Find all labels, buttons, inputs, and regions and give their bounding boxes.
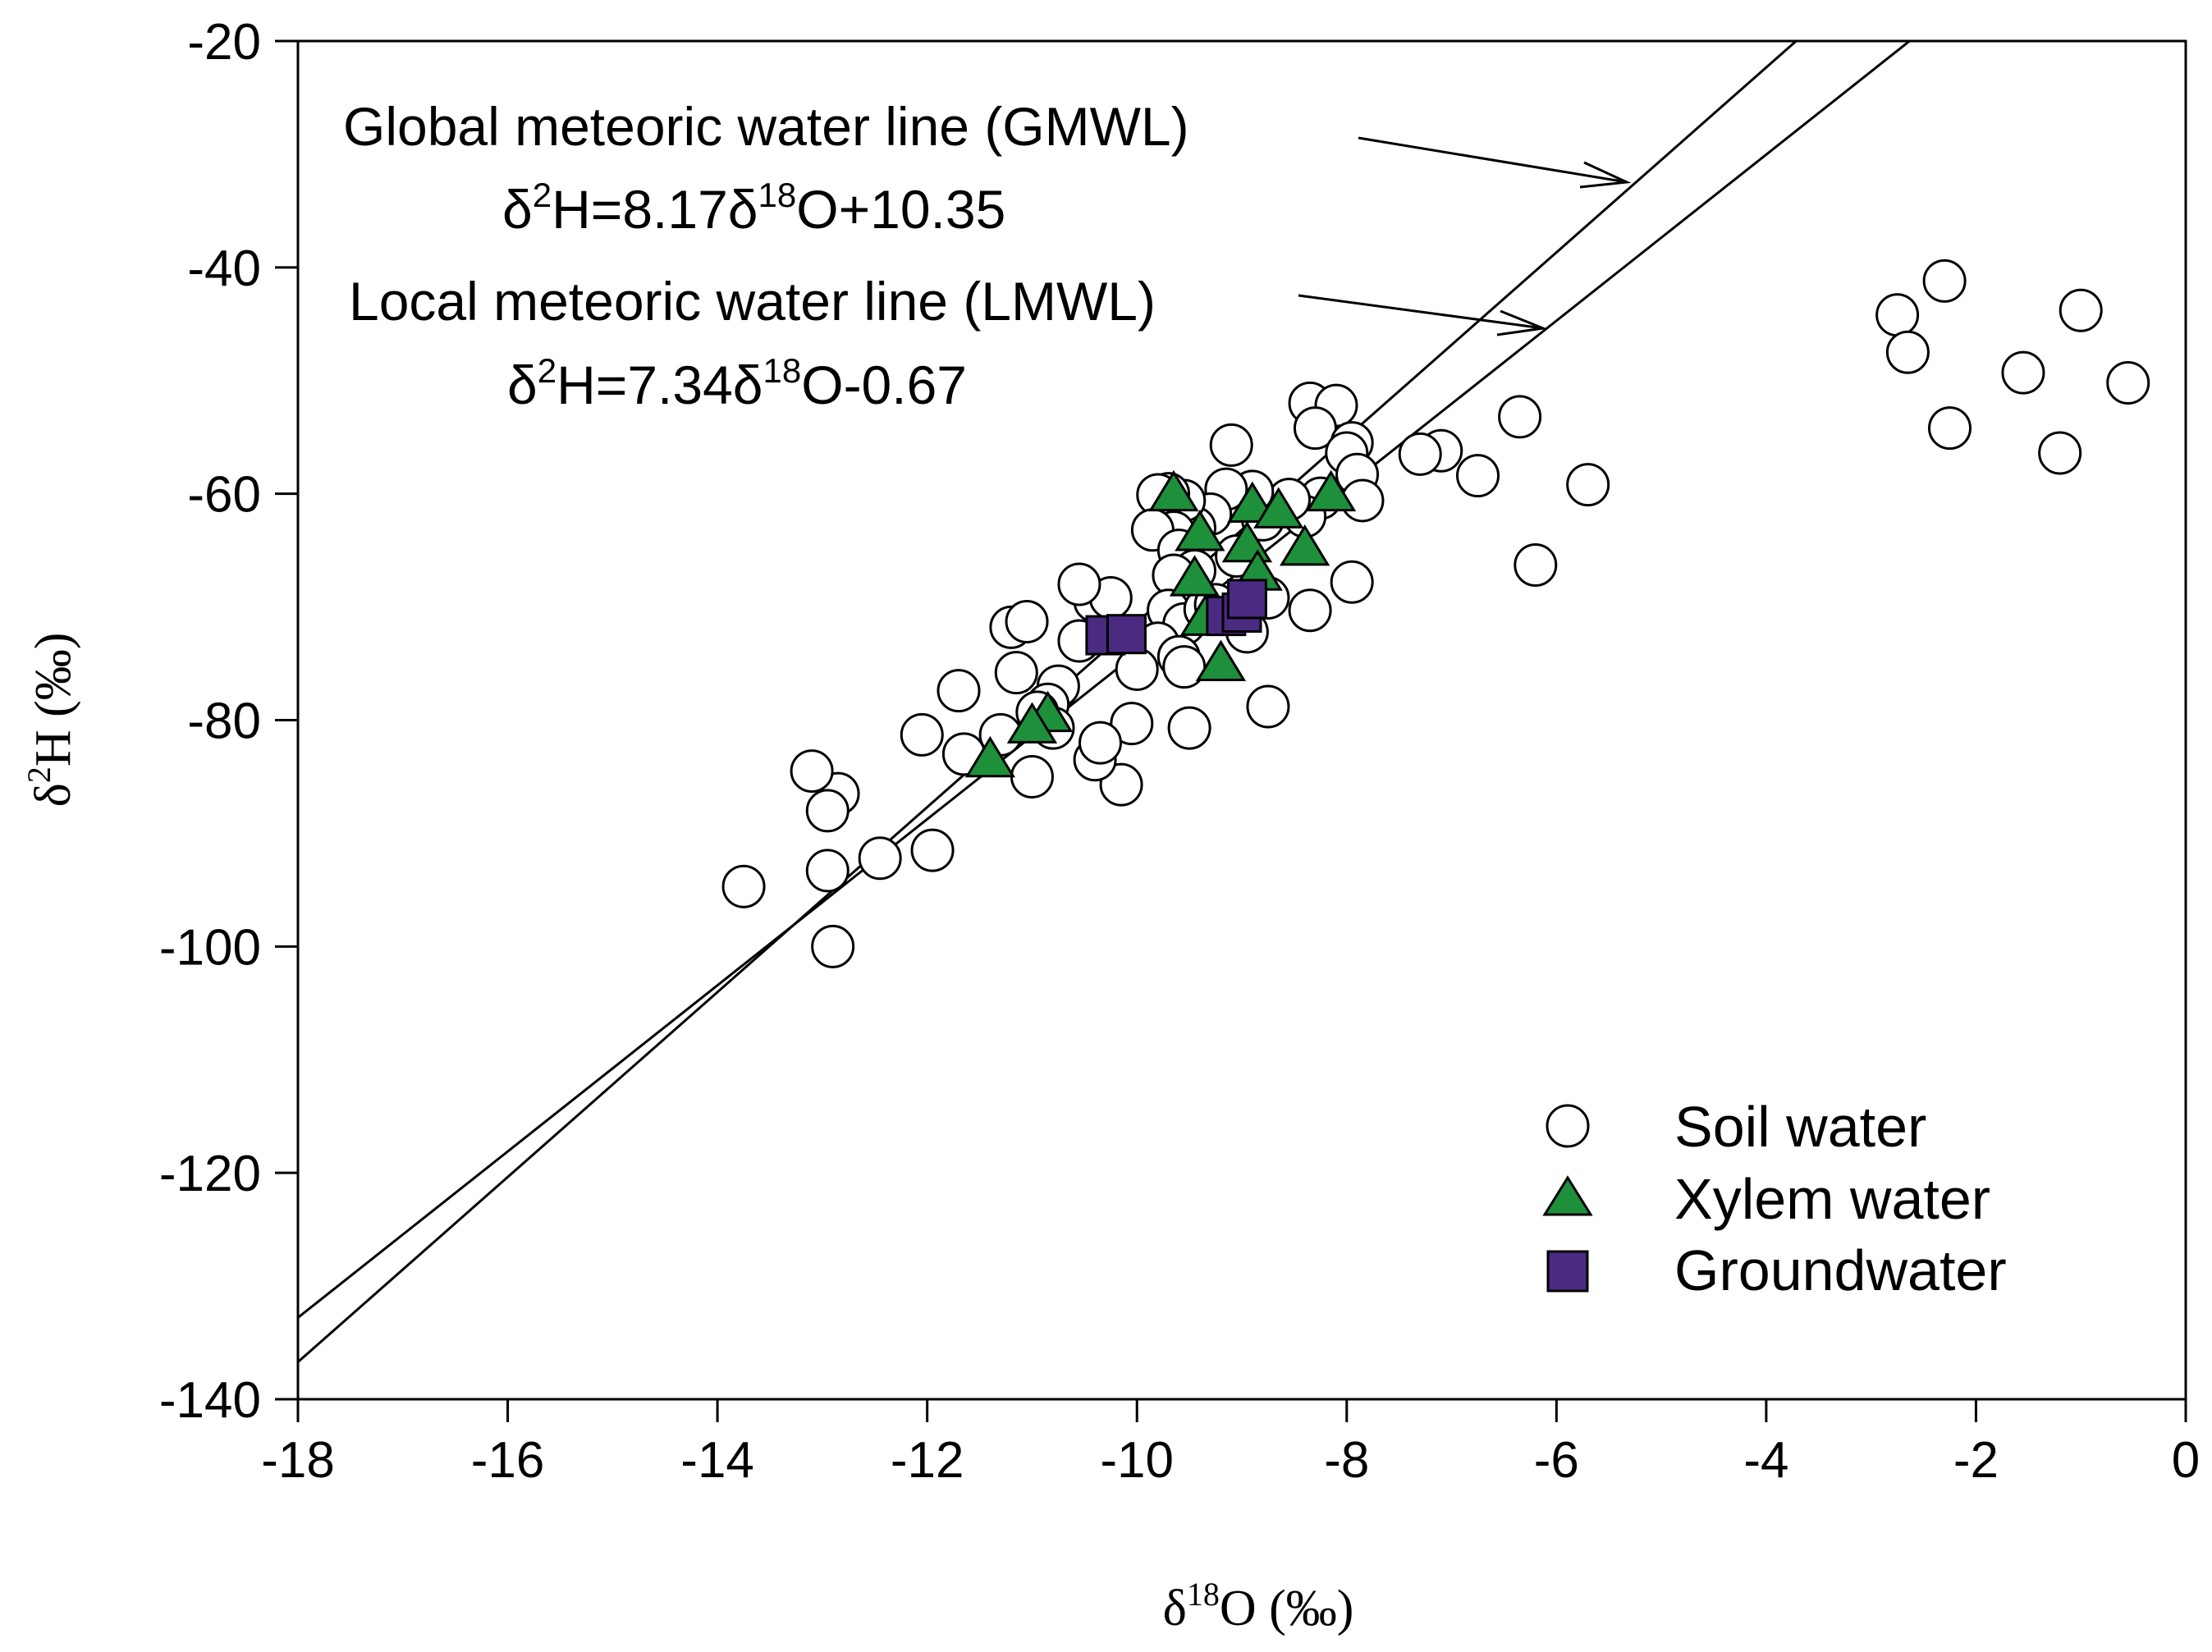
xylem-water-point: [1148, 469, 1199, 512]
soil-water-point: [2038, 431, 2082, 475]
data-points: [721, 259, 2150, 968]
soil-water-point: [1885, 330, 1930, 374]
soil-water-point: [2001, 350, 2045, 395]
soil-water-point: [1209, 423, 1253, 467]
soil-water-point: [1875, 293, 1920, 337]
soil-water-point: [910, 828, 955, 872]
soil-water-point: [1010, 754, 1054, 799]
soil-water-point: [790, 749, 834, 794]
groundwater-point: [1226, 579, 1267, 620]
soil-water-point: [2059, 288, 2103, 332]
legend-soil-marker: [1546, 1104, 1590, 1148]
soil-water-point: [1330, 560, 1374, 604]
soil-water-point: [937, 669, 981, 713]
x-axis-title: δ18O (‰): [1163, 1576, 1354, 1636]
soil-water-point: [1079, 721, 1122, 765]
xylem-water-point: [1279, 524, 1330, 566]
y-tick-label: -60: [187, 467, 261, 524]
soil-water-point: [1456, 454, 1500, 498]
y-tick-label: -120: [159, 1146, 261, 1202]
groundwater-point: [1106, 614, 1147, 655]
x-tick-label: -4: [1743, 1432, 1788, 1489]
legend: Soil water Xylem water Groundwater: [1542, 1095, 2007, 1302]
xylem-water-point: [1195, 639, 1247, 682]
soil-water-point: [1514, 543, 1558, 588]
x-tick-label: -6: [1534, 1432, 1579, 1489]
x-axis: -18 -16 -14 -12 -10 -8 -6 -4 -2 0: [261, 1399, 2200, 1489]
gmwl-arrow: [1358, 136, 1632, 189]
gmwl-label: Global meteoric water line (GMWL): [343, 96, 1189, 157]
y-tick-label: -140: [159, 1372, 261, 1429]
lmwl-arrow: [1298, 294, 1548, 336]
soil-water-point: [721, 864, 766, 908]
legend-xylem-marker: [1542, 1175, 1593, 1216]
soil-water-point: [1288, 588, 1332, 633]
soil-water-point: [811, 924, 855, 968]
legend-soil-label: Soil water: [1674, 1095, 1926, 1159]
soil-water-point: [1005, 600, 1049, 644]
x-tick-label: -2: [1953, 1432, 1999, 1489]
y-tick-label: -100: [159, 919, 261, 976]
soil-water-point: [1922, 259, 1967, 303]
x-tick-label: -14: [680, 1432, 754, 1489]
soil-water-point: [1246, 684, 1290, 729]
y-tick-label: -80: [187, 693, 261, 750]
x-tick-label: -16: [471, 1432, 545, 1489]
soil-water-point: [994, 651, 1038, 695]
soil-water-point: [1162, 645, 1207, 689]
soil-water-point: [2106, 361, 2150, 405]
soil-water-point: [1498, 395, 1542, 439]
y-tick-label: -20: [187, 14, 261, 71]
xylem-water-point: [1305, 469, 1357, 512]
y-axis-title: δ2H (‰): [21, 633, 81, 808]
y-axis: -140 -120 -100 -80 -60 -40 -20: [159, 14, 298, 1429]
soil-water-point: [805, 849, 850, 893]
soil-water-point: [1167, 706, 1211, 750]
soil-water-point: [1566, 463, 1610, 507]
soil-water-point: [1110, 702, 1154, 746]
soil-water-point: [1398, 432, 1442, 476]
x-tick-label: -12: [891, 1432, 964, 1489]
x-tick-label: 0: [2172, 1432, 2200, 1489]
xylem-water-point: [964, 735, 1016, 778]
legend-groundwater-marker: [1546, 1250, 1589, 1293]
xylem-water-point: [1253, 487, 1304, 529]
x-tick-label: -10: [1100, 1432, 1174, 1489]
soil-water-point: [1293, 406, 1337, 451]
legend-groundwater-label: Groundwater: [1674, 1238, 2007, 1302]
lmwl-label: Local meteoric water line (LMWL): [349, 271, 1156, 332]
gmwl-equation: δ2H=8.17δ18O+10.35: [502, 176, 1005, 240]
xylem-water-point: [1175, 510, 1225, 551]
x-tick-label: -18: [261, 1432, 335, 1489]
x-tick-label: -8: [1324, 1432, 1369, 1489]
soil-water-point: [1057, 562, 1101, 606]
soil-water-point: [805, 789, 850, 833]
soil-water-point: [858, 836, 902, 881]
y-tick-label: -40: [187, 240, 261, 297]
lmwl-equation: δ2H=7.34δ18O-0.67: [507, 351, 967, 415]
legend-xylem-label: Xylem water: [1674, 1167, 1990, 1231]
soil-water-point: [1928, 406, 1972, 451]
xylem-water-point: [1169, 555, 1220, 597]
xylem-water-point: [1006, 702, 1058, 744]
soil-water-point: [900, 712, 944, 757]
